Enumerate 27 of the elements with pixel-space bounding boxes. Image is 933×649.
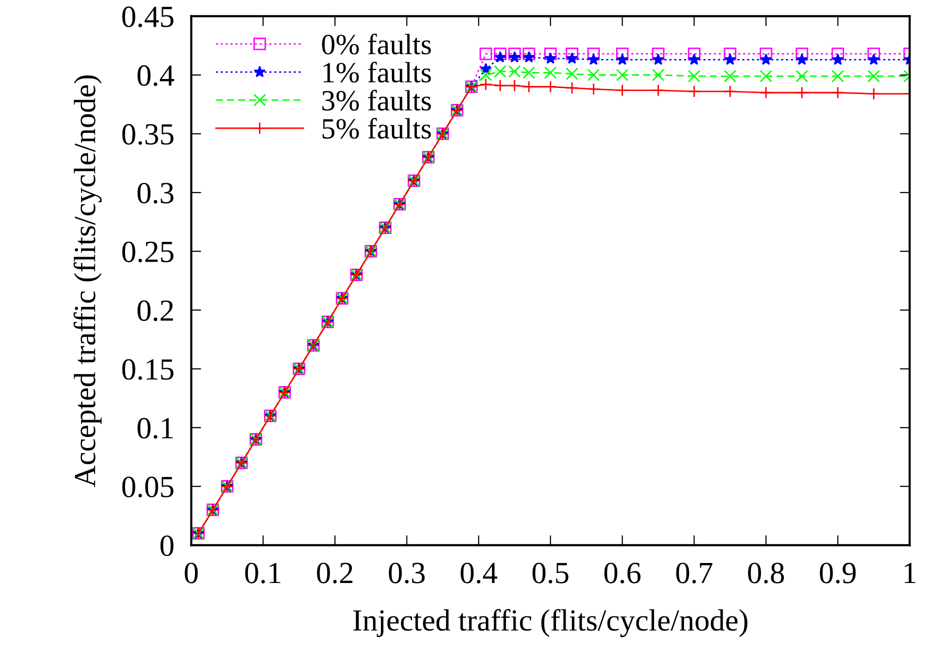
y-tick-label: 0.35 [122,124,174,145]
x-tick-label: 0 [184,562,198,584]
legend-label: 0% faults [322,34,431,55]
x-tick-label: 1 [904,562,916,584]
x-tick-label: 0.4 [460,562,498,584]
x-tick-label: 0.3 [388,562,425,584]
legend-label: 5% faults [322,118,431,139]
y-tick-label: 0.3 [138,182,174,204]
y-tick-label: 0.4 [138,65,174,86]
legend-label: 3% faults [322,90,431,111]
x-tick-label: 0.7 [676,562,712,584]
y-tick-label: 0.05 [122,476,174,498]
y-tick-label: 0.15 [122,359,174,380]
legend-label: 1% faults [324,62,431,83]
y-tick-label: 0.1 [138,418,173,439]
y-tick-label: 0.45 [122,6,174,28]
x-tick-label: 0.9 [820,562,856,584]
x-tick-label: 0.8 [748,562,784,584]
y-tick-label: 0.2 [138,300,173,322]
y-axis-title: Accepted traffic (flits/cycle/node) [74,75,102,488]
x-tick-label: 0.2 [317,562,352,584]
y-tick-label: 0.25 [122,242,174,262]
y-tick-label: 0 [160,535,174,556]
x-tick-label: 0.6 [604,562,640,584]
x-tick-label: 0.1 [245,562,280,584]
x-axis-title: Injected traffic (flits/cycle/node) [353,608,748,638]
x-tick-label: 0.5 [532,562,568,584]
